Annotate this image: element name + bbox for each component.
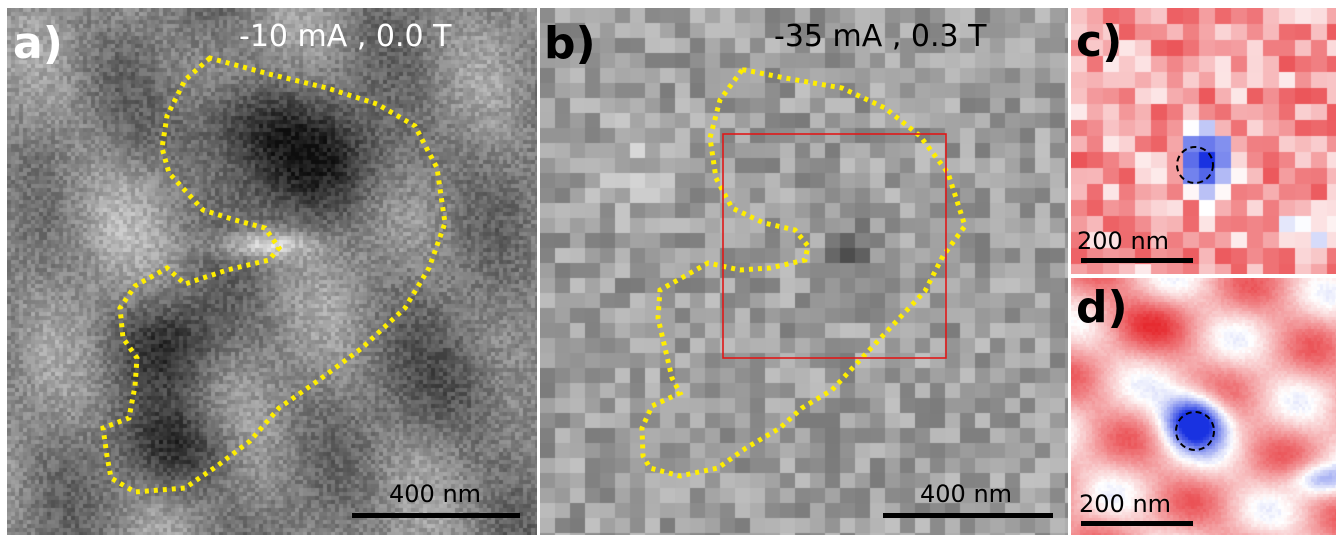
condition-label-b: -35 mA , 0.3 T [774, 19, 987, 54]
roi-box [722, 133, 947, 359]
panel-label-d: d) [1076, 282, 1128, 333]
scale-bar-label-b: 400 nm [920, 480, 1013, 508]
scale-bar-label-a: 400 nm [389, 480, 482, 508]
panel-c-image: c) 200 nm [1071, 8, 1336, 274]
skyrmion-marker-c [1176, 146, 1214, 184]
skyrmion-marker-d [1175, 411, 1215, 451]
panel-a-image: a) -10 mA , 0.0 T 400 nm [7, 8, 537, 535]
overlay-a [100, 55, 448, 495]
domain-outline-b [639, 67, 968, 479]
panel-label-b: b) [544, 18, 596, 69]
grayscale-magnetic-image-a [7, 8, 537, 535]
scale-bar-a [352, 513, 520, 518]
scale-bar-b [883, 513, 1053, 518]
scale-bar-label-d: 200 nm [1079, 490, 1172, 518]
panel-label-c: c) [1076, 16, 1123, 67]
panel-d-image: d) 200 nm [1071, 278, 1336, 535]
grayscale-magnetic-image-b [540, 8, 1068, 535]
panel-b-image: b) -35 mA , 0.3 T 400 nm [540, 8, 1068, 535]
overlay-c [1176, 146, 1214, 184]
domain-outline-a [100, 55, 448, 495]
panel-label-a: a) [13, 18, 63, 69]
scale-bar-label-c: 200 nm [1077, 227, 1170, 255]
color-map-image-d [1071, 278, 1336, 535]
scale-bar-d [1081, 521, 1193, 526]
condition-label-a: -10 mA , 0.0 T [239, 19, 452, 54]
overlay-d [1175, 411, 1215, 451]
scale-bar-c [1081, 258, 1193, 263]
overlay-b [639, 67, 968, 479]
color-map-image-c [1071, 8, 1336, 274]
